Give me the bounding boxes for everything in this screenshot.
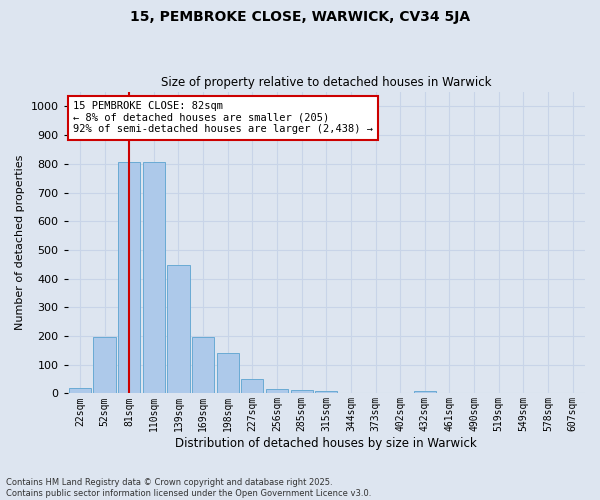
- Bar: [167, 265, 190, 394]
- Title: Size of property relative to detached houses in Warwick: Size of property relative to detached ho…: [161, 76, 491, 90]
- Bar: [94, 338, 116, 394]
- Bar: [241, 379, 263, 394]
- Bar: [414, 390, 436, 394]
- Bar: [217, 352, 239, 394]
- Bar: [69, 388, 91, 394]
- Text: 15, PEMBROKE CLOSE, WARWICK, CV34 5JA: 15, PEMBROKE CLOSE, WARWICK, CV34 5JA: [130, 10, 470, 24]
- Bar: [266, 389, 288, 394]
- Bar: [143, 162, 165, 394]
- Bar: [290, 390, 313, 394]
- Y-axis label: Number of detached properties: Number of detached properties: [15, 155, 25, 330]
- Bar: [315, 390, 337, 394]
- Bar: [118, 162, 140, 394]
- Bar: [192, 336, 214, 394]
- Text: 15 PEMBROKE CLOSE: 82sqm
← 8% of detached houses are smaller (205)
92% of semi-d: 15 PEMBROKE CLOSE: 82sqm ← 8% of detache…: [73, 101, 373, 134]
- X-axis label: Distribution of detached houses by size in Warwick: Distribution of detached houses by size …: [175, 437, 477, 450]
- Text: Contains HM Land Registry data © Crown copyright and database right 2025.
Contai: Contains HM Land Registry data © Crown c…: [6, 478, 371, 498]
